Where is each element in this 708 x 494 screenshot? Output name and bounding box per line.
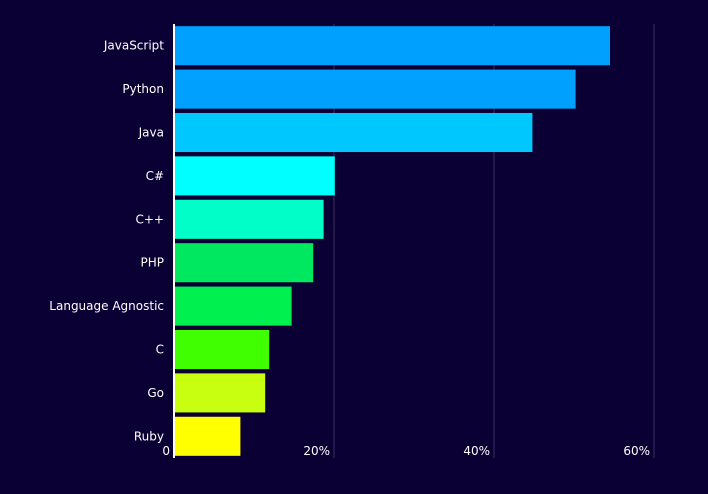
bar-go[interactable] [174, 373, 266, 413]
category-labels: JavaScript Python Java C# C++ PHP Language Agn… [49, 39, 164, 444]
x-tick-labels: 0 20% 40% 60% [162, 444, 650, 458]
bar-javascript[interactable] [174, 26, 610, 66]
category-label: Python [122, 82, 164, 96]
bar-python[interactable] [174, 69, 576, 109]
x-tick-label: 60% [623, 444, 650, 458]
category-label: Ruby [134, 429, 164, 443]
category-label: C [156, 343, 164, 357]
x-tick-label: 20% [303, 444, 330, 458]
category-label: JavaScript [103, 39, 164, 53]
bars-layer [174, 26, 610, 456]
category-label: Java [138, 126, 164, 140]
bar-java[interactable] [174, 112, 533, 153]
bar-language-agnostic[interactable] [174, 286, 292, 326]
bar-c[interactable] [174, 156, 335, 196]
bar-php[interactable] [174, 243, 314, 283]
bar-c[interactable] [174, 329, 270, 370]
category-label: PHP [141, 256, 165, 270]
x-tick-label: 40% [463, 444, 490, 458]
bar-ruby[interactable] [174, 416, 241, 456]
bar-c[interactable] [174, 199, 324, 239]
category-label: C++ [136, 212, 165, 226]
category-label: C# [146, 169, 164, 183]
category-label: Go [147, 386, 164, 400]
x-tick-label: 0 [162, 444, 170, 458]
category-label: Language Agnostic [49, 299, 164, 313]
